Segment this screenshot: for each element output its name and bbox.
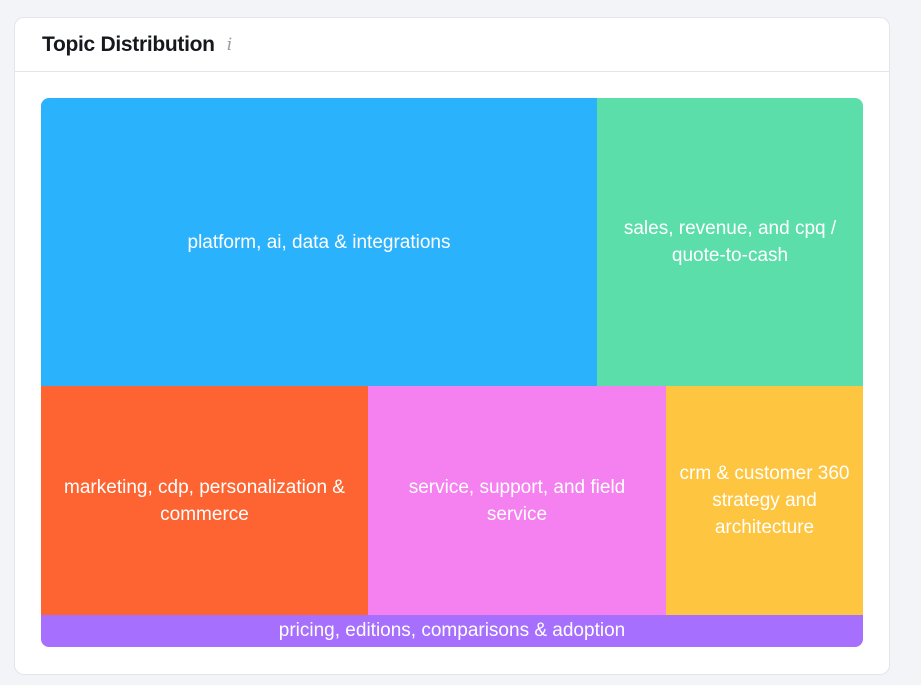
treemap-cell[interactable]: service, support, and field service [368, 386, 666, 615]
treemap-cell[interactable]: marketing, cdp, personalization & commer… [41, 386, 368, 615]
treemap-cell[interactable]: sales, revenue, and cpq / quote-to-cash [597, 98, 863, 386]
card-header: Topic Distribution i [15, 18, 889, 72]
card-title: Topic Distribution [42, 32, 215, 56]
treemap-cell[interactable]: platform, ai, data & integrations [41, 98, 597, 386]
treemap-chart: platform, ai, data & integrations sales, … [41, 98, 863, 647]
treemap-cell[interactable]: pricing, editions, comparisons & adoptio… [41, 615, 863, 647]
info-icon[interactable]: i [226, 34, 233, 55]
topic-distribution-card: Topic Distribution i platform, ai, data … [14, 17, 890, 675]
treemap-cell[interactable]: crm & customer 360 strategy and architec… [666, 386, 863, 615]
